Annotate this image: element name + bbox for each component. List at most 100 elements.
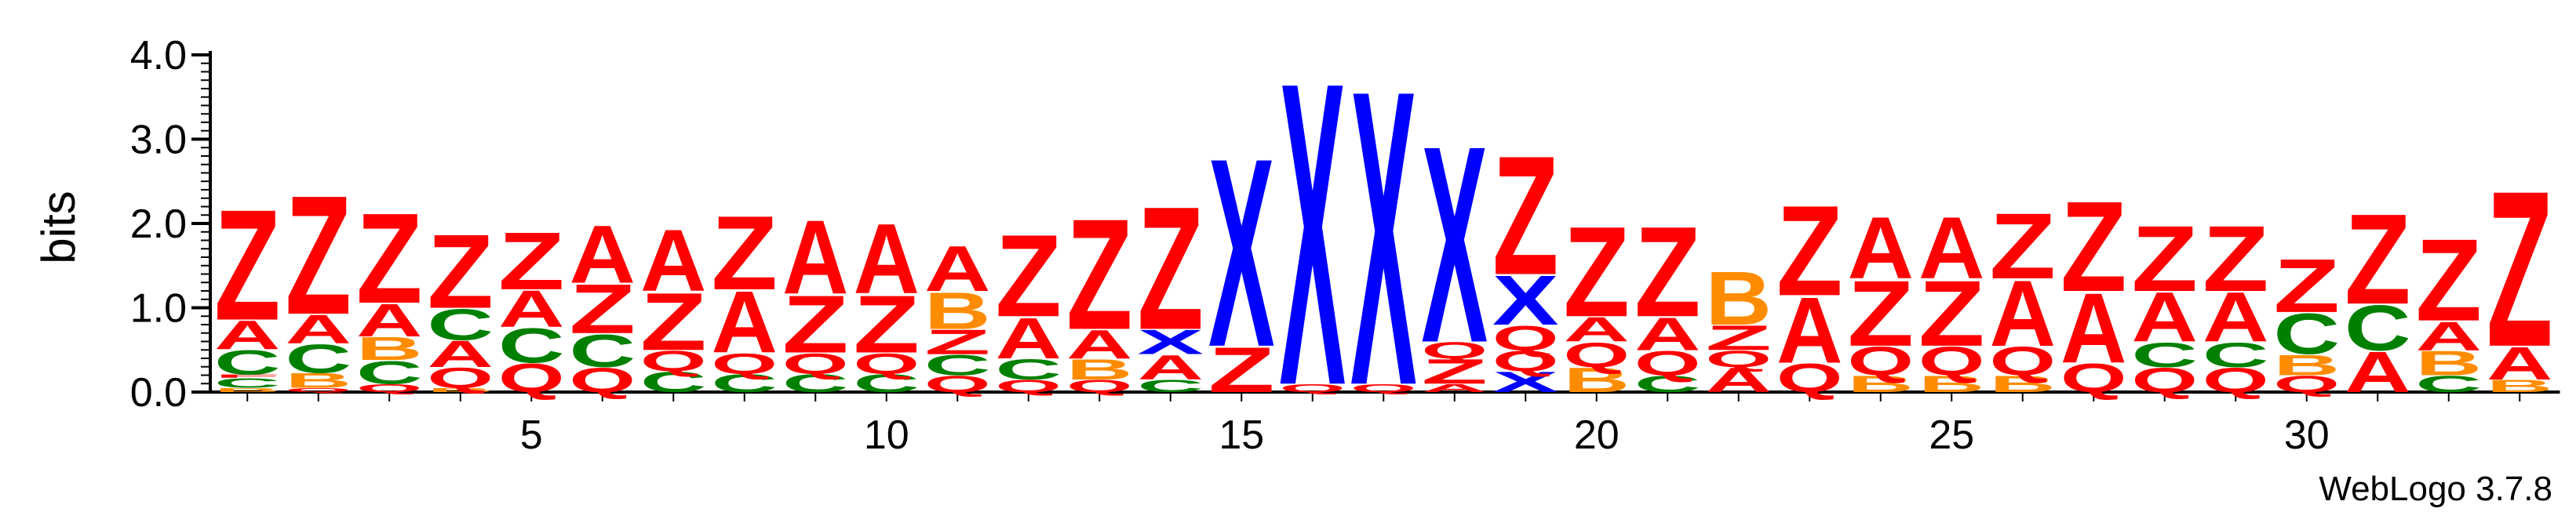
- logo-letter: A: [2203, 279, 2268, 358]
- y-tick-label: 0.0: [130, 370, 187, 416]
- logo-letter: Z: [428, 212, 494, 330]
- logo-letter: C: [356, 354, 423, 390]
- logo-letter: C: [996, 353, 1062, 386]
- logo-letter: C: [428, 300, 494, 350]
- logo-letter: Z: [924, 322, 990, 361]
- logo-letter: Q: [286, 387, 352, 393]
- logo-letter: Q: [1492, 318, 1558, 358]
- logo-letter: A: [2487, 337, 2552, 390]
- logo-letter: A: [1776, 278, 1842, 383]
- logo-letter: C: [640, 365, 707, 398]
- x-tick-label: 15: [1219, 412, 1264, 458]
- logo-letter: A: [356, 294, 422, 347]
- logo-letter: C: [1138, 376, 1204, 396]
- logo-letter: Z: [1776, 180, 1842, 323]
- logo-letter: B: [1848, 371, 1914, 397]
- logo-letter: Z: [1422, 352, 1488, 391]
- logo-letter: Z: [1208, 334, 1274, 406]
- logo-letter: A: [2060, 273, 2126, 383]
- logo-letter: A: [428, 332, 494, 374]
- logo-letter: B: [2274, 349, 2341, 382]
- logo-letter: X: [1422, 87, 1488, 401]
- logo-letter: Q: [1280, 382, 1346, 395]
- logo-letter: Z: [286, 162, 352, 350]
- logo-letter: B: [1706, 256, 1772, 340]
- logo-letter: Z: [1492, 122, 1558, 311]
- weblogo-credit: WebLogo 3.7.8: [2319, 470, 2552, 508]
- logo-letter: B: [356, 330, 423, 367]
- logo-letter: Z: [2203, 207, 2268, 311]
- logo-letter: B: [1564, 361, 1630, 400]
- logo-letter: A: [854, 204, 920, 314]
- logo-letter: A: [1918, 199, 1984, 297]
- logo-letter: Z: [640, 276, 706, 368]
- logo-letter: C: [2132, 335, 2198, 374]
- logo-letter: B: [1066, 353, 1133, 386]
- logo-letter: B: [428, 387, 494, 393]
- logo-letter: Q: [1918, 339, 1984, 384]
- logo-letter: A: [1564, 310, 1630, 349]
- logo-letter: Z: [1634, 201, 1700, 344]
- logo-letter: Z: [2416, 216, 2482, 346]
- logo-stacks: BCFCAZQBCAZQCBAZBQACZQCAZQCZACQZACQAZCQZ…: [214, 0, 2552, 475]
- x-tick-label: 5: [520, 412, 543, 458]
- y-tick-label: 2.0: [130, 202, 187, 247]
- logo-letter: Q: [640, 345, 706, 378]
- logo-letter: C: [286, 336, 352, 382]
- logo-letter: Q: [1492, 345, 1558, 378]
- logo-letter: Z: [1564, 201, 1630, 344]
- logo-letter: Q: [1990, 339, 2056, 384]
- logo-letter: C: [782, 369, 849, 398]
- logo-letter: B: [286, 369, 352, 392]
- logo-letter: A: [286, 307, 352, 352]
- x-tick-label: 25: [1929, 412, 1974, 458]
- logo-letter: A: [2345, 339, 2410, 405]
- logo-letter: Z: [782, 278, 848, 370]
- logo-letter: C: [214, 375, 280, 390]
- logo-letter: Q: [498, 355, 564, 401]
- logo-stack: QAZ: [2060, 176, 2126, 401]
- logo-letter: B: [924, 282, 990, 341]
- logo-letter: Q: [712, 347, 778, 380]
- logo-letter: Z: [570, 270, 636, 348]
- logo-letter: A: [1066, 321, 1132, 367]
- logo-letter: Q: [1066, 376, 1132, 396]
- logo-letter: X: [1492, 262, 1558, 340]
- y-tick-label: 4.0: [130, 33, 187, 78]
- logo-letter: X: [1492, 365, 1558, 398]
- logo-letter: B: [1990, 371, 2056, 397]
- logo-letter: Q: [1422, 337, 1488, 363]
- logo-letter: B: [2487, 376, 2552, 396]
- logo-letter: C: [214, 343, 280, 382]
- logo-letter: Z: [854, 278, 920, 370]
- logo-letter: A: [1138, 347, 1204, 387]
- logo-letter: Q: [924, 371, 990, 397]
- x-axis: 5 10 15 20 25 30: [210, 390, 2560, 458]
- logo-letter: Z: [1706, 318, 1772, 358]
- x-tick-label: 20: [1574, 412, 1620, 458]
- logo-stack: QAZ: [1776, 180, 1842, 401]
- logo-letter: Q: [2274, 371, 2340, 397]
- logo-letter: X: [1208, 102, 1275, 402]
- logo-letter: Z: [1066, 186, 1132, 362]
- logo-letter: Z: [712, 194, 778, 312]
- logo-letter: C: [570, 325, 636, 377]
- logo-letter: Q: [1350, 382, 1416, 395]
